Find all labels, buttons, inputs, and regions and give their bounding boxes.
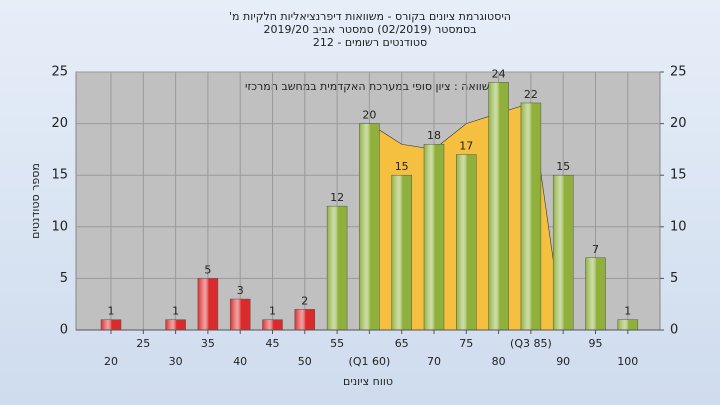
bar <box>294 309 316 331</box>
bar <box>197 278 219 331</box>
bar <box>585 257 606 331</box>
bar-value-label: 12 <box>330 191 344 204</box>
x-tick-label: 40 <box>233 355 247 368</box>
bar-value-label: 22 <box>524 88 538 101</box>
annotation: בהשוואה : ציון סופי במערכת האקדמית במחשב… <box>245 80 503 93</box>
x-tick-label: 100 <box>617 355 638 368</box>
x-tick-label: 20 <box>104 355 118 368</box>
bar <box>617 319 639 331</box>
bar-value-label: 15 <box>556 160 570 173</box>
bar-value-label: 20 <box>362 109 376 122</box>
bar <box>326 205 348 331</box>
x-tick-label: 90 <box>556 355 570 368</box>
y2-tick-label: 10 <box>670 219 687 234</box>
x-tick-label: 95 <box>589 337 603 350</box>
y2-tick-label: 5 <box>670 271 678 286</box>
x-tick-label: (Q1 60) <box>349 355 391 368</box>
bar-value-label: 3 <box>237 284 244 297</box>
bar <box>100 319 122 331</box>
title-line: סטודנטים רשומים - 212 <box>313 36 427 49</box>
bar-value-label: 24 <box>492 67 506 80</box>
x-tick-label: 65 <box>395 337 409 350</box>
y-tick-label: 15 <box>51 168 68 183</box>
bar <box>488 82 509 331</box>
title-line: בסמסטר (02/2019) סמסטר אביב 2019/20 <box>263 23 476 36</box>
bar-value-label: 1 <box>624 305 631 318</box>
x-tick-label: 70 <box>427 355 441 368</box>
bar <box>423 143 445 331</box>
bar-value-label: 1 <box>269 305 276 318</box>
y2-tick-label: 0 <box>670 323 678 338</box>
x-tick-label: 75 <box>459 337 473 350</box>
bar-value-label: 1 <box>108 305 115 318</box>
bar-value-label: 5 <box>204 263 211 276</box>
x-tick-label: 80 <box>492 355 506 368</box>
x-tick-label: 45 <box>266 337 280 350</box>
bar-value-label: 18 <box>427 129 441 142</box>
bar <box>520 102 542 331</box>
bar <box>552 174 574 331</box>
x-tick-label: 50 <box>298 355 312 368</box>
bar <box>359 123 380 331</box>
y-tick-label: 25 <box>51 65 68 80</box>
y2-tick-label: 20 <box>670 116 687 131</box>
x-tick-label: (Q3 85) <box>510 337 552 350</box>
y2-tick-label: 15 <box>670 168 687 183</box>
bar <box>456 154 477 331</box>
x-tick-label: 55 <box>330 337 344 350</box>
bar-value-label: 17 <box>459 140 473 153</box>
x-tick-label: 35 <box>201 337 215 350</box>
y-tick-label: 10 <box>51 219 68 234</box>
x-tick-label: 30 <box>169 355 183 368</box>
bar-value-label: 15 <box>395 160 409 173</box>
bar-value-label: 2 <box>301 294 308 307</box>
y-tick-label: 5 <box>60 271 68 286</box>
y-tick-label: 0 <box>60 323 68 338</box>
title-line: היסטוגרמת ציונים בקורס - משוואות דיפרנצי… <box>229 10 511 23</box>
bar <box>165 319 186 331</box>
bar-value-label: 1 <box>172 305 179 318</box>
y-axis-label: מספר סטודנטים <box>29 163 42 239</box>
bar <box>262 319 283 331</box>
x-axis-label: טווח ציונים <box>343 375 393 388</box>
bar-value-label: 7 <box>592 243 599 256</box>
bar <box>229 298 251 331</box>
y-tick-label: 20 <box>51 116 68 131</box>
bar <box>391 174 412 331</box>
y2-tick-label: 25 <box>670 65 687 80</box>
x-tick-label: 25 <box>136 337 150 350</box>
